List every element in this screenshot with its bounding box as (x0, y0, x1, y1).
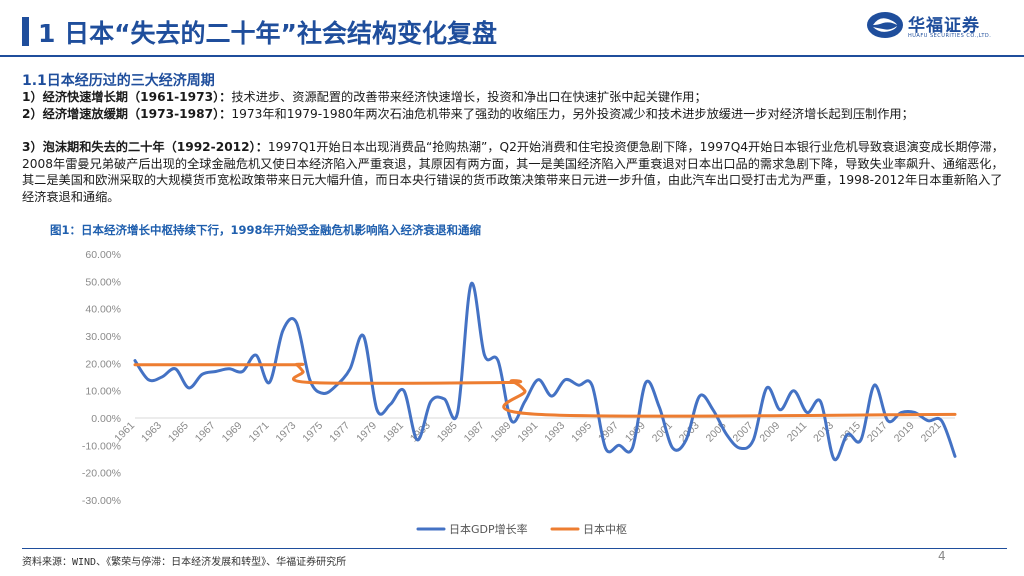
x-tick-label: 2019 (892, 420, 917, 445)
page-number: 4 (938, 549, 946, 563)
cycle-label-2: 2）经济增速放缓期（1973-1987）： (22, 107, 232, 121)
gdp-growth-line-chart: 60.00% 50.00% 40.00% 30.00% 20.00% 10.00% 0.00… (82, 249, 957, 536)
figure-title: 图1：日本经济增长中枢持续下行，1998年开始受金融危机影响陷入经济衰退和通缩 (50, 223, 482, 237)
slide-title: 1 日本“失去的二十年”社会结构变化复盘 (38, 19, 497, 48)
x-tick-label: 1991 (515, 420, 540, 445)
y-tick-label: 50.00% (85, 276, 121, 288)
x-tick-label: 1977 (327, 420, 352, 445)
y-tick-label: 40.00% (85, 304, 121, 316)
x-tick-label: 1985 (435, 420, 460, 445)
x-tick-label: 2017 (865, 420, 890, 445)
x-tick-label: 1967 (193, 420, 218, 445)
y-tick-label: 0.00% (91, 413, 121, 425)
footer-divider (22, 548, 1007, 549)
cycle-paragraph-1: 1）经济快速增长期（1961-1973）：技术进步、资源配置的改善带来经济快速增… (22, 89, 1007, 106)
cycle-text-1: 技术进步、资源配置的改善带来经济快速增长，投资和净出口在快速扩张中起关键作用； (231, 90, 707, 104)
x-tick-label: 1963 (139, 420, 164, 445)
y-tick-label: 60.00% (85, 249, 121, 261)
x-tick-label: 2011 (785, 420, 810, 445)
y-tick-label: -30.00% (82, 495, 121, 507)
x-tick-label: 1981 (381, 420, 406, 445)
series-line-1 (133, 281, 957, 462)
x-tick-label: 1969 (220, 420, 245, 445)
y-tick-label: 20.00% (85, 358, 121, 370)
y-tick-label: 10.00% (85, 386, 121, 398)
header-divider (0, 55, 1024, 57)
data-source-note: 资料来源：WIND、《繁荣与停滞：日本经济发展和转型》、华福证券研究所 (22, 557, 347, 568)
cycle-label-3: 3）泡沫期和失去的二十年（1992-2012）： (22, 140, 268, 154)
x-tick-label: 2013 (811, 420, 836, 445)
x-tick-label: 1987 (462, 420, 487, 445)
x-tick-label: 1973 (273, 420, 298, 445)
x-tick-label: 1989 (489, 420, 514, 445)
x-tick-label: 2021 (919, 420, 944, 445)
x-tick-label: 1971 (247, 420, 272, 445)
series-line-2 (133, 362, 957, 418)
x-tick-label: 2001 (650, 420, 675, 445)
cycle-text-3: 1997Q1开始日本出现消费品“抢购热潮”，Q2开始消费和住宅投资便急剧下降，1… (22, 140, 1004, 204)
section-title: 1.1日本经历过的三大经济周期 (22, 73, 215, 89)
y-tick-label: -10.00% (82, 440, 121, 452)
y-tick-label: 30.00% (85, 331, 121, 343)
company-logo: 华福证券 HUAFU SECURITIES CO.,LTD. (866, 10, 1006, 46)
cycle-paragraph-2: 2）经济增速放缓期（1973-1987）：1973年和1979-1980年两次石… (22, 106, 1007, 123)
legend-label-2: 日本中枢 (583, 522, 627, 536)
logo-text: 华福证券 (908, 16, 980, 36)
x-tick-label: 2009 (757, 420, 782, 445)
y-tick-label: -20.00% (82, 468, 121, 480)
x-tick-label: 1979 (354, 420, 379, 445)
cycle-label-1: 1）经济快速增长期（1961-1973）： (22, 90, 232, 104)
logo-mark-icon (867, 12, 903, 38)
x-tick-label: 1995 (569, 420, 594, 445)
x-tick-label: 1965 (166, 420, 191, 445)
logo-subtext: HUAFU SECURITIES CO.,LTD. (908, 33, 992, 39)
legend-label-1: 日本GDP增长率 (449, 522, 528, 536)
x-tick-label: 1975 (300, 420, 325, 445)
cycle-text-2: 1973年和1979-1980年两次石油危机带来了强劲的收缩压力，另外投资减少和… (231, 107, 914, 121)
cycle-paragraph-3: 3）泡沫期和失去的二十年（1992-2012）：1997Q1开始日本出现消费品“… (22, 139, 1007, 205)
slide-header: 1 日本“失去的二十年”社会结构变化复盘 华福证券 HUAFU SECURITI… (0, 0, 1024, 62)
x-tick-label: 1993 (542, 420, 567, 445)
title-accent-bar (22, 17, 29, 46)
